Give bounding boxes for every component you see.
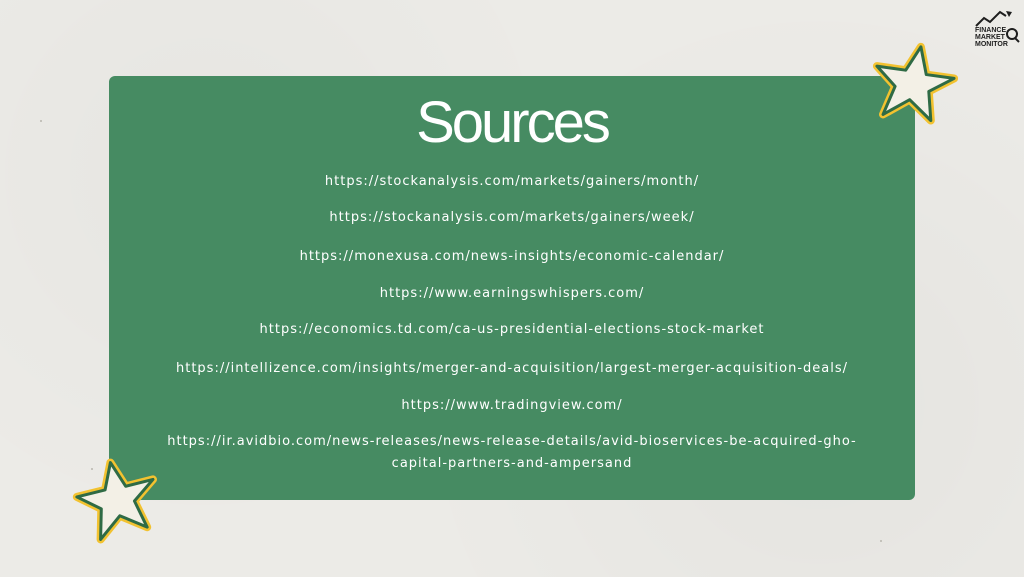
logo-line-2: MARKET xyxy=(975,34,1006,41)
finance-market-monitor-logo: FINANCE MARKET MONITOR xyxy=(972,8,1020,50)
background-speck xyxy=(91,468,93,470)
sources-card xyxy=(109,76,915,500)
source-link-2[interactable]: https://stockanalysis.com/markets/gainer… xyxy=(329,210,695,225)
source-link-6[interactable]: https://intellizence.com/insights/merger… xyxy=(175,361,849,376)
trend-arrow-magnifier-icon: FINANCE MARKET MONITOR xyxy=(975,10,1020,48)
background-speck xyxy=(40,120,42,122)
source-link-4[interactable]: https://www.earningswhispers.com/ xyxy=(379,286,645,301)
source-link-7[interactable]: https://www.tradingview.com/ xyxy=(401,398,623,413)
background-speck xyxy=(880,540,882,542)
star-decoration-top-right xyxy=(872,42,958,125)
source-link-3[interactable]: https://monexusa.com/news-insights/econo… xyxy=(299,249,725,264)
source-link-1[interactable]: https://stockanalysis.com/markets/gainer… xyxy=(324,174,700,189)
source-link-5[interactable]: https://economics.td.com/ca-us-president… xyxy=(259,322,765,337)
page-title: Sources xyxy=(416,90,611,155)
logo-line-1: FINANCE xyxy=(975,27,1006,34)
logo-line-3: MONITOR xyxy=(975,41,1008,48)
star-decoration-bottom-left xyxy=(72,458,157,544)
source-link-8[interactable]: https://ir.avidbio.com/news-releases/new… xyxy=(167,434,857,471)
